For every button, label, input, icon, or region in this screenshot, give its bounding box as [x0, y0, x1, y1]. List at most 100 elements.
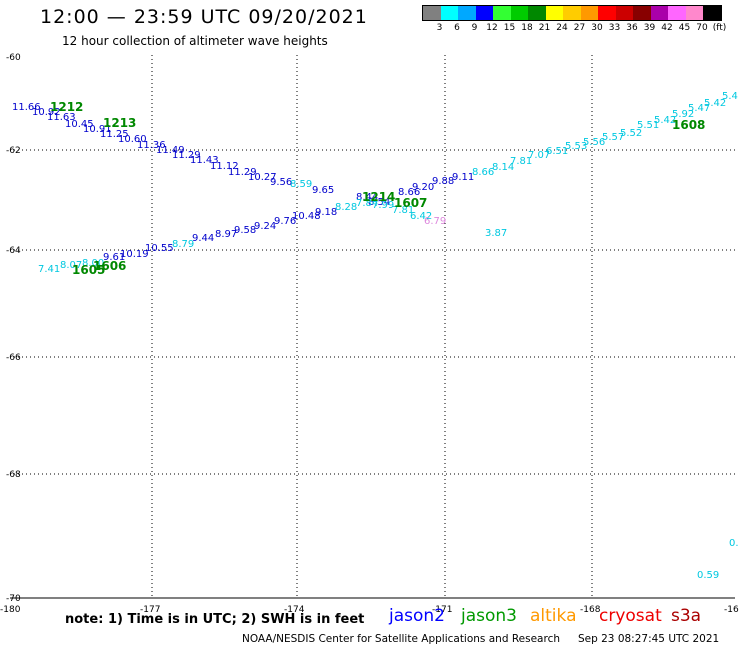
- legend-swatch: [685, 6, 703, 20]
- wave-height-label: 5.56: [583, 137, 605, 148]
- pass-time-label: 1214: [362, 190, 395, 204]
- wave-height-label: 8.07: [60, 260, 82, 271]
- wave-height-label: 8.59: [290, 179, 312, 190]
- legend-label: 36: [626, 23, 638, 33]
- legend-label: 3: [436, 23, 443, 33]
- legend-swatch: [615, 6, 633, 20]
- credit-timestamp: Sep 23 08:27:45 UTC 2021: [578, 633, 720, 645]
- wave-height-label: 7.84: [356, 198, 378, 209]
- satellite-name: jason2: [389, 606, 445, 626]
- legend-label: 45: [678, 23, 691, 33]
- wave-height-label: 11.29: [172, 150, 201, 161]
- wave-height-label: 9.44: [192, 233, 214, 244]
- color-legend: 3 6 9 12 15 18 21 24 27 30 33 36 39 42 45 70 (ft): [422, 5, 727, 35]
- legend-label: 70: [696, 23, 708, 33]
- wave-height-label: 11.66: [12, 102, 41, 113]
- wave-height-label: 9.58: [234, 225, 256, 236]
- legend-swatch: [598, 6, 616, 20]
- legend-swatch: [440, 6, 458, 20]
- longitude-label: -171: [432, 605, 452, 615]
- latitude-label: -70: [6, 594, 21, 604]
- wave-height-label: 9.88: [432, 176, 454, 187]
- wave-height-label: 9.56: [270, 177, 292, 188]
- legend-label: 21: [538, 23, 551, 33]
- wave-height-label: 11.63: [47, 112, 76, 123]
- wave-height-label: 5.53: [565, 141, 587, 152]
- longitude-label: -16: [724, 605, 739, 615]
- wave-height-label: 8.97: [215, 229, 237, 240]
- wave-height-label: 11.49: [156, 145, 185, 156]
- wave-height-label: 7.81: [392, 205, 414, 216]
- satellite-name: cryosat: [599, 606, 662, 626]
- wave-height-label: 8.00: [82, 258, 104, 269]
- wave-height-label: 9.76: [274, 216, 296, 227]
- wave-height-label: 3.87: [485, 228, 507, 239]
- wave-height-label: 10.55: [145, 243, 174, 254]
- longitude-label: -180: [0, 605, 21, 615]
- footer-note: note: 1) Time is in UTC; 2) SWH is in fe…: [65, 612, 365, 627]
- wave-height-label: 8.66: [472, 167, 494, 178]
- map-subtitle: 12 hour collection of altimeter wave hei…: [62, 34, 328, 48]
- credit-text: NOAA/NESDIS Center for Satellite Applica…: [242, 633, 560, 645]
- wave-height-label: 9.65: [312, 185, 334, 196]
- satellite-name: altika: [530, 606, 577, 626]
- legend-label: 33: [608, 23, 621, 33]
- wave-height-label: 10.60: [118, 134, 147, 145]
- legend-swatch: [650, 6, 668, 20]
- legend-label: (ft): [712, 23, 727, 33]
- wave-height-label: 11.43: [190, 155, 219, 166]
- legend-labels: 3 6 9 12 15 18 21 24 27 30 33 36 39 42 45 70 (ft): [422, 21, 727, 35]
- wave-height-label: 6.51: [546, 146, 568, 157]
- wave-height-label: 8.66: [398, 187, 420, 198]
- legend-swatch: [423, 6, 441, 20]
- pass-time-label: 1605: [72, 263, 105, 277]
- legend-swatch: [528, 6, 546, 20]
- wave-height-label: 7.41: [38, 264, 60, 275]
- wave-height-label: 0.59: [697, 570, 719, 581]
- pass-time-label: 1607: [394, 196, 427, 210]
- legend-label: 15: [503, 23, 516, 33]
- legend-swatch: [668, 6, 686, 20]
- wave-height-label: 5.57: [602, 132, 624, 143]
- wave-height-label: 7.81: [510, 156, 532, 167]
- legend-label: 9: [471, 23, 478, 33]
- wave-height-label: 11.29: [228, 167, 257, 178]
- wave-height-label: 8.14: [492, 162, 514, 173]
- legend-swatch: [510, 6, 528, 20]
- wave-height-label: 8.28: [335, 202, 357, 213]
- latitude-label: -62: [6, 146, 21, 156]
- longitude-label: -174: [284, 605, 305, 615]
- wave-height-label: 9.61: [103, 252, 125, 263]
- wave-height-label: 8.79: [172, 239, 194, 250]
- legend-label: 27: [573, 23, 586, 33]
- legend-swatch: [703, 6, 721, 20]
- latitude-label: -60: [6, 53, 21, 63]
- wave-height-label: 10.92: [32, 107, 61, 118]
- latitude-label: -64: [6, 246, 21, 256]
- legend-label: 12: [486, 23, 498, 33]
- legend-swatch: [563, 6, 581, 20]
- legend-swatch: [545, 6, 563, 20]
- wave-height-label: 6.42: [410, 211, 432, 222]
- wave-height-label: 6.79: [424, 216, 446, 227]
- legend-label: 24: [556, 23, 568, 33]
- wave-height-label: 11.36: [137, 140, 166, 151]
- legend-swatch: [580, 6, 598, 20]
- wave-height-label: 11.12: [210, 161, 239, 172]
- wave-height-label: 10.91: [83, 124, 112, 135]
- footer-credit: NOAA/NESDIS Center for Satellite Applica…: [242, 633, 719, 645]
- pass-time-label: 1606: [93, 259, 126, 273]
- wave-height-label: 10.27: [248, 172, 277, 183]
- wave-height-label: 0.: [729, 538, 739, 549]
- legend-label: 30: [591, 23, 603, 33]
- wave-height-label: 5.47: [688, 103, 710, 114]
- legend-label: 39: [643, 23, 656, 33]
- pass-time-label: 1213: [103, 116, 136, 130]
- longitude-label: -177: [140, 605, 160, 615]
- legend-label: 42: [661, 23, 673, 33]
- latitude-label: -68: [6, 470, 21, 480]
- legend-swatches: [422, 5, 722, 21]
- wave-height-label: 9.20: [412, 182, 434, 193]
- wave-height-label: 5.51: [637, 120, 659, 131]
